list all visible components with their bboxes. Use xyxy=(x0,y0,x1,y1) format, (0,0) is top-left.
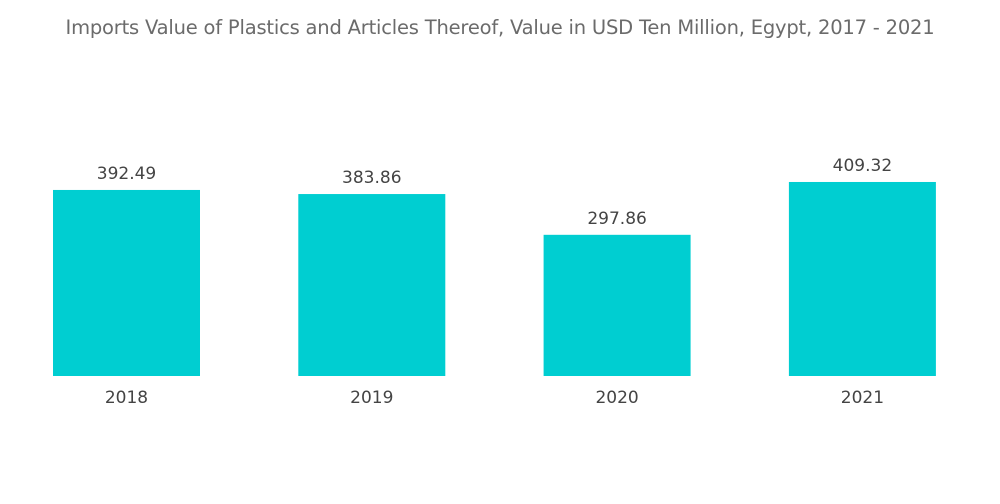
value-label-2020: 297.86 xyxy=(587,209,646,229)
bar-2020 xyxy=(543,234,691,376)
bar-2018 xyxy=(53,189,200,376)
value-label-2018: 392.49 xyxy=(97,164,156,184)
value-label-2021: 409.32 xyxy=(833,156,892,176)
x-tick-label-2021: 2021 xyxy=(841,388,884,408)
value-label-2019: 383.86 xyxy=(342,168,401,188)
bar-2021 xyxy=(788,181,936,376)
chart-title: Imports Value of Plastics and Articles T… xyxy=(65,16,935,39)
bar-2019 xyxy=(298,194,446,376)
x-tick-label-2018: 2018 xyxy=(105,388,148,408)
x-tick-label-2020: 2020 xyxy=(595,388,638,408)
x-tick-label-2019: 2019 xyxy=(350,388,393,408)
